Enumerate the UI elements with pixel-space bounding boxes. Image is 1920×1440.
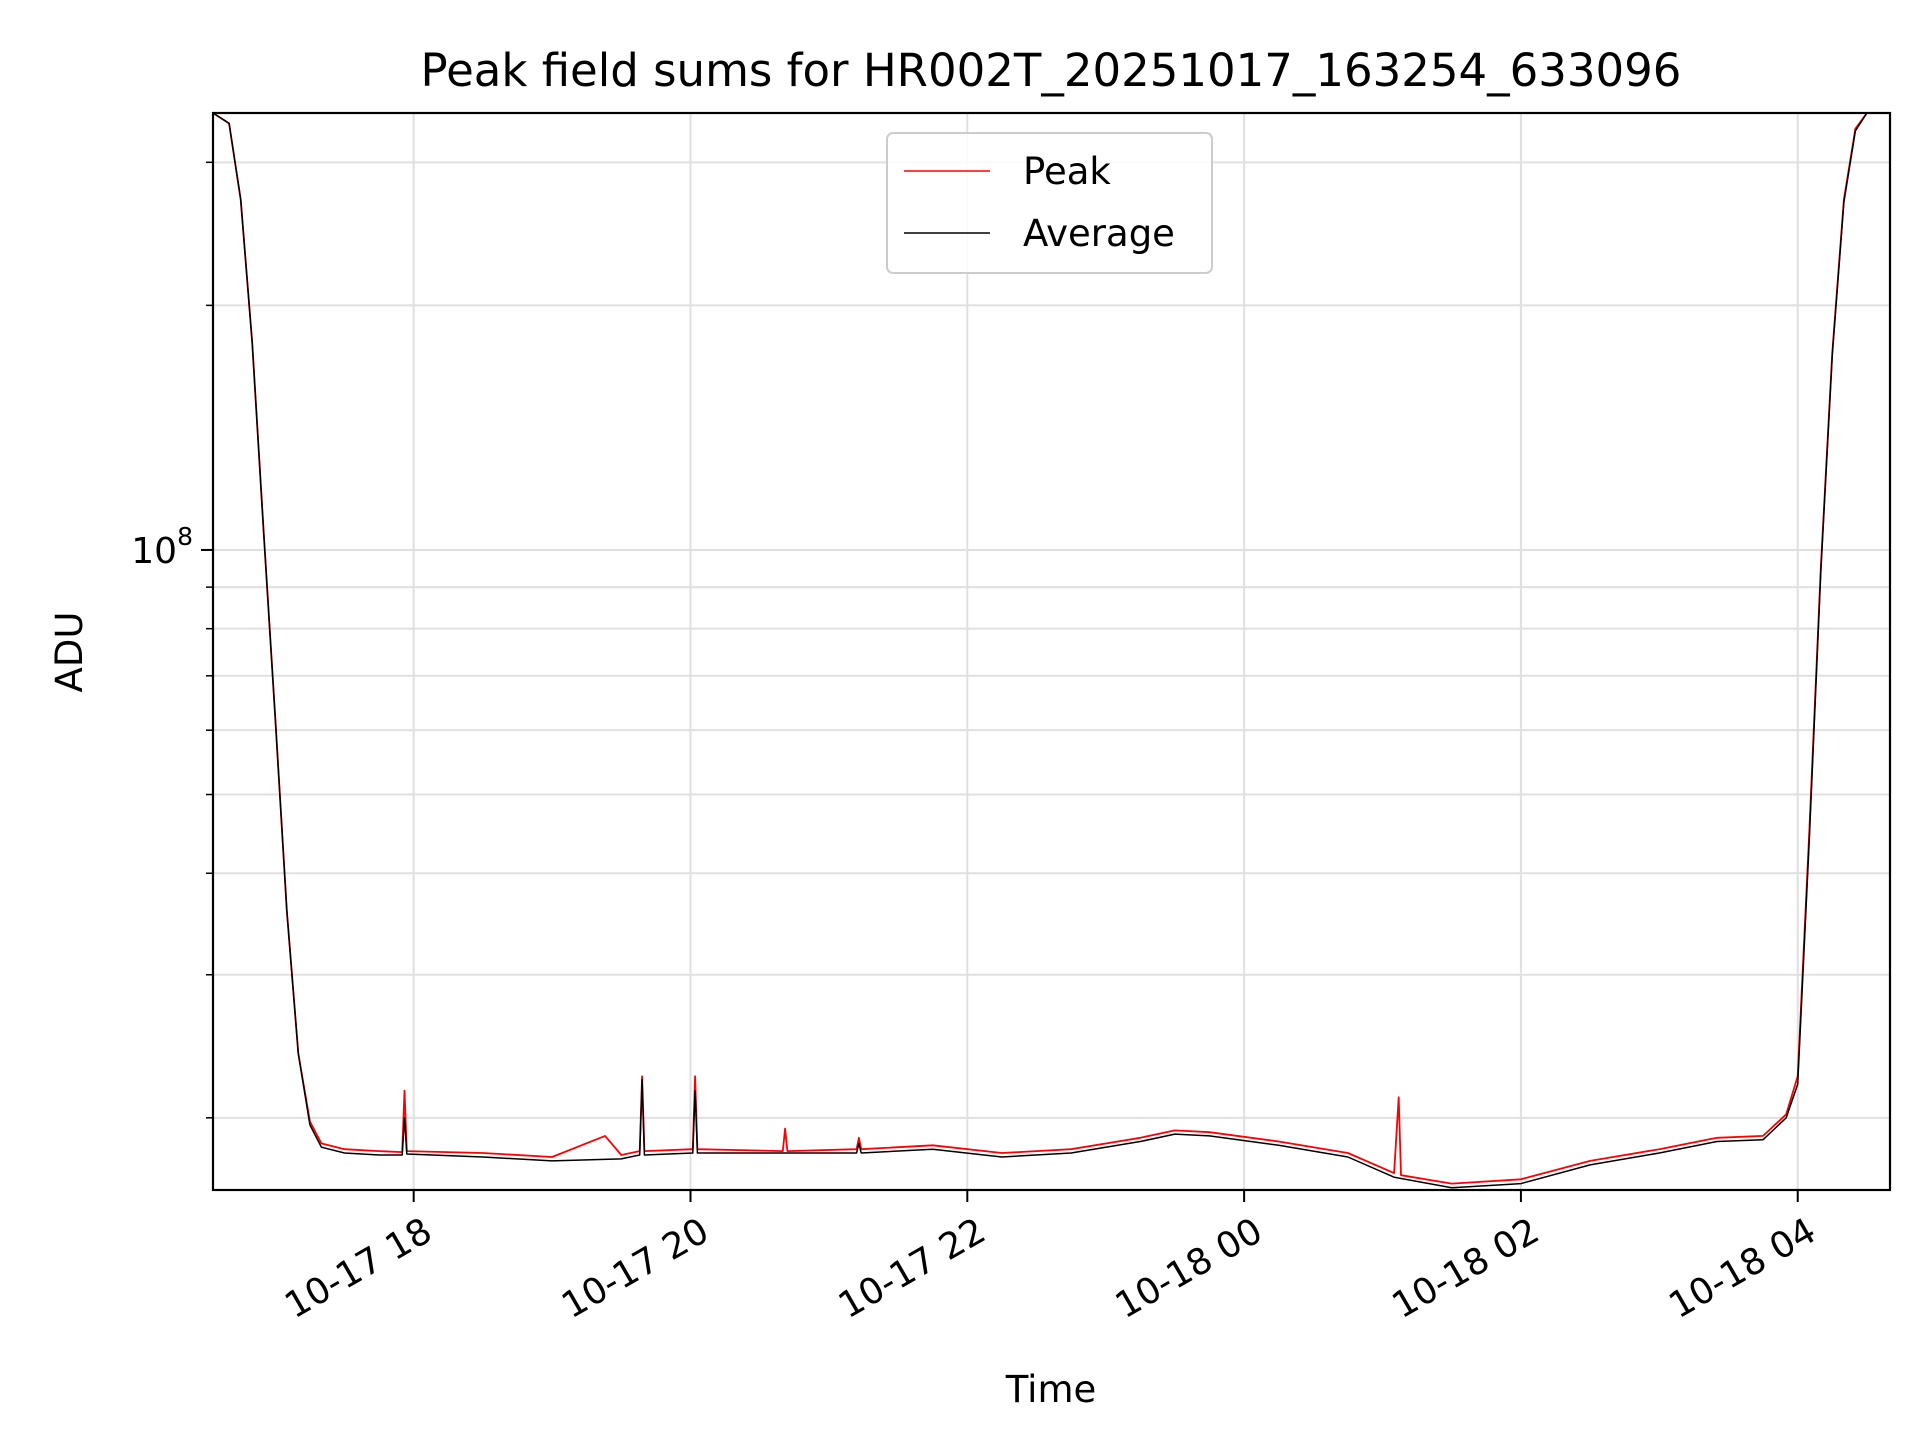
legend-label-average: Average	[1023, 212, 1175, 255]
grid	[213, 113, 1890, 1190]
y-tick-label-base: 10	[131, 531, 177, 572]
y-tick-label: 108	[131, 522, 193, 572]
legend: Peak Average	[886, 132, 1213, 274]
series-line-peak	[212, 112, 1890, 1185]
series-layer	[212, 112, 1890, 1189]
legend-box	[886, 132, 1213, 274]
y-axis-ticks: 108	[131, 161, 213, 1119]
x-axis-label: Time	[1005, 1368, 1097, 1411]
y-axis-label: ADU	[48, 612, 91, 693]
chart-title: Peak field sums for HR002T_20251017_1632…	[421, 44, 1682, 97]
plot-frame	[211, 111, 1892, 1192]
series-line-average	[212, 112, 1890, 1189]
legend-label-peak: Peak	[1023, 150, 1111, 193]
y-tick-label-exponent: 8	[177, 522, 193, 551]
